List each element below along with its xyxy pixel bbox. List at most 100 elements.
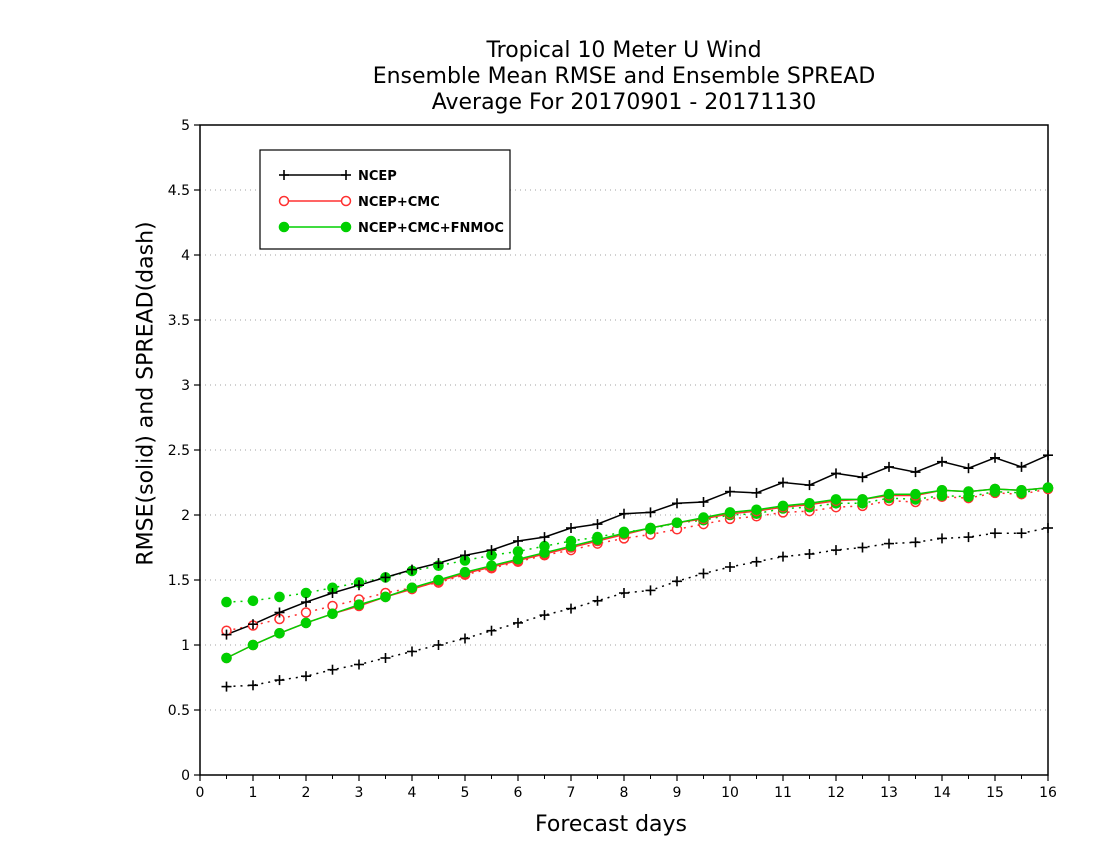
series-rmse-point-0 xyxy=(1016,461,1027,472)
series-rmse-point-0 xyxy=(486,545,497,556)
series-spread-point-0 xyxy=(751,556,762,567)
series-spread-point-0 xyxy=(831,545,841,556)
series-rmse-point-0 xyxy=(380,572,391,583)
series-spread-point-0 xyxy=(725,562,735,572)
series-rmse-point-0 xyxy=(221,629,232,640)
series-rmse-point-2 xyxy=(724,507,736,518)
series-rmse-point-0 xyxy=(645,507,656,518)
x-tick-label: 12 xyxy=(827,785,845,801)
legend-marker-0 xyxy=(279,170,289,180)
x-tick-label: 15 xyxy=(986,785,1004,801)
series-spread-line-2 xyxy=(226,486,1049,603)
x-tick-label: 16 xyxy=(1039,785,1057,801)
series-rmse-point-0 xyxy=(1043,450,1053,461)
series-rmse-point-2 xyxy=(989,483,1001,495)
y-tick-label: 4 xyxy=(181,248,190,264)
series-rmse-point-2 xyxy=(327,608,338,620)
legend-marker-0 xyxy=(341,170,351,180)
y-tick-label: 0 xyxy=(181,768,190,784)
series-rmse-point-2 xyxy=(857,494,868,505)
series-rmse-point-0 xyxy=(698,497,709,507)
x-axis-label: Forecast days xyxy=(535,812,688,837)
series-rmse-point-2 xyxy=(936,485,948,496)
series-rmse-point-0 xyxy=(990,452,1000,463)
y-tick-label: 5 xyxy=(181,118,190,134)
series-spread-point-0 xyxy=(804,549,815,559)
series-rmse-point-2 xyxy=(247,639,259,651)
series-rmse-point-2 xyxy=(671,517,683,529)
series-rmse-point-2 xyxy=(830,494,842,505)
series-spread-point-0 xyxy=(1016,528,1027,539)
series-spread-point-1 xyxy=(300,607,312,618)
series-spread-point-0 xyxy=(698,568,709,579)
x-tick-label: 5 xyxy=(461,785,470,801)
x-tick-label: 11 xyxy=(774,785,792,801)
series-rmse-point-2 xyxy=(592,534,603,546)
series-rmse-point-2 xyxy=(618,527,630,539)
series-rmse-point-0 xyxy=(539,532,550,543)
series-rmse-point-2 xyxy=(645,522,656,534)
x-tick-label: 6 xyxy=(514,785,523,801)
series-rmse-point-0 xyxy=(857,472,868,483)
series-rmse-point-0 xyxy=(274,607,285,618)
legend-marker-1 xyxy=(278,195,290,207)
series-rmse-point-0 xyxy=(407,564,417,575)
x-tick-label: 8 xyxy=(620,785,629,801)
y-tick-label: 1 xyxy=(181,638,190,654)
x-tick-label: 4 xyxy=(408,785,417,801)
series-rmse-point-0 xyxy=(301,597,311,608)
axis-layer: 00.511.522.533.544.550 1 2 3 4 5 6 7 8 9 10 11 12 13 1… xyxy=(168,118,1057,801)
y-tick-label: 3.5 xyxy=(168,313,190,329)
series-layer xyxy=(221,450,1054,692)
series-rmse-point-0 xyxy=(831,468,841,479)
y-tick-label: 3 xyxy=(181,378,190,394)
series-rmse-point-0 xyxy=(937,456,947,467)
y-tick-label: 2 xyxy=(181,508,190,524)
y-tick-label: 4.5 xyxy=(168,183,190,199)
series-spread-point-0 xyxy=(884,538,894,549)
series-rmse-point-0 xyxy=(778,477,788,488)
series-spread-point-2 xyxy=(300,587,312,599)
legend: NCEP NCEP+CMC NCEP+CMC+FNMOC xyxy=(259,149,511,250)
series-rmse-point-0 xyxy=(884,461,894,472)
x-tick-label: 2 xyxy=(302,785,311,801)
series-spread-point-0 xyxy=(619,588,629,598)
series-rmse-point-2 xyxy=(777,500,789,512)
series-rmse-point-2 xyxy=(274,628,285,639)
series-rmse-point-2 xyxy=(804,498,815,509)
legend-marker-2 xyxy=(278,221,290,233)
y-axis-label: RMSE(solid) and SPREAD(dash) xyxy=(133,220,159,566)
series-rmse-point-2 xyxy=(353,599,365,611)
series-spread-point-0 xyxy=(963,532,974,543)
series-spread-point-0 xyxy=(937,533,947,544)
series-spread-point-0 xyxy=(407,646,417,657)
series-rmse-point-2 xyxy=(963,486,974,497)
series-spread-point-0 xyxy=(274,675,285,686)
series-rmse-point-0 xyxy=(354,580,364,591)
series-rmse-point-2 xyxy=(751,504,762,516)
legend-marker-1 xyxy=(340,195,352,207)
series-rmse-point-2 xyxy=(1042,482,1054,494)
series-spread-point-0 xyxy=(327,664,338,675)
y-tick-label: 1.5 xyxy=(168,573,190,589)
series-rmse-point-2 xyxy=(1016,485,1027,496)
series-rmse-point-0 xyxy=(460,550,470,561)
series-rmse-point-2 xyxy=(221,652,232,664)
series-spread-point-0 xyxy=(539,610,550,621)
series-spread-point-0 xyxy=(857,542,868,553)
series-spread-point-0 xyxy=(380,653,391,663)
series-spread-point-0 xyxy=(592,595,603,606)
chart-title-line-1: Tropical 10 Meter U Wind xyxy=(486,38,762,63)
x-tick-label: 10 xyxy=(721,785,739,801)
series-rmse-point-0 xyxy=(248,619,258,630)
series-spread-point-0 xyxy=(354,659,364,670)
series-rmse-point-2 xyxy=(910,488,921,500)
series-rmse-point-0 xyxy=(804,480,815,491)
series-spread-point-0 xyxy=(513,617,523,628)
series-spread-point-0 xyxy=(778,551,788,562)
series-rmse-point-2 xyxy=(300,617,312,629)
series-rmse-point-2 xyxy=(406,582,418,594)
series-rmse-point-2 xyxy=(883,488,895,500)
series-rmse-point-2 xyxy=(512,553,524,565)
